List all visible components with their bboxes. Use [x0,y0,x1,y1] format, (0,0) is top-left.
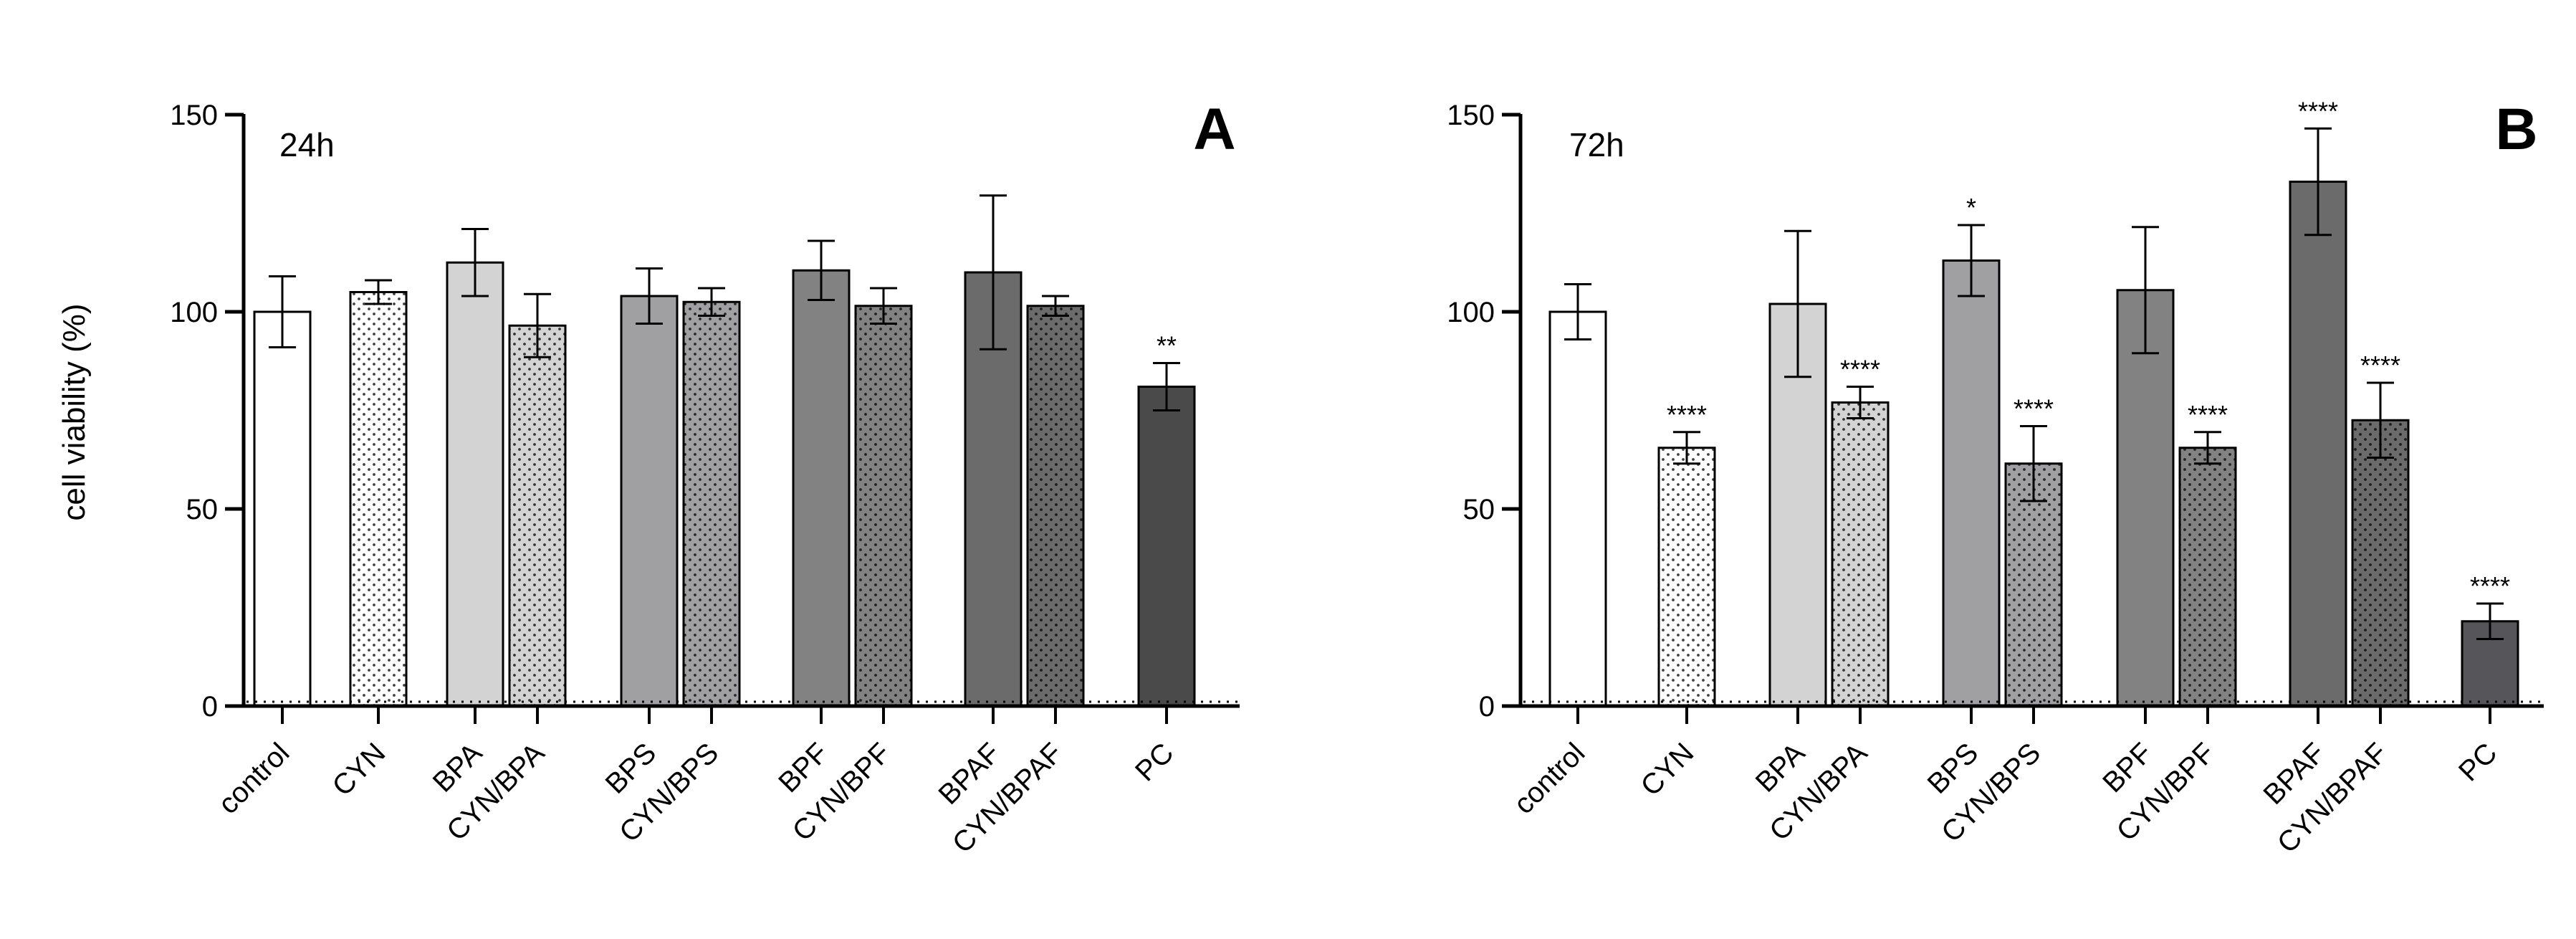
bar [1137,386,1196,707]
time-label: 72h [1569,126,1624,163]
y-tick-label: 50 [186,494,219,525]
bar-pattern [2353,421,2408,705]
significance-label: **** [1667,400,1707,429]
significance-label: **** [2470,571,2510,601]
y-tick-label: 0 [1479,691,1495,723]
time-label: 24h [279,126,335,163]
bar [1942,259,2001,707]
bar-pattern [510,326,565,705]
bar [253,310,312,707]
x-tick-label: PC [2453,737,2503,787]
bar-pattern [1833,404,1887,705]
panel-label: B [2495,97,2537,162]
y-tick-label: 100 [170,297,218,328]
bar-pattern [351,293,406,705]
significance-label: **** [2014,394,2054,424]
x-tick-label: PC [1129,737,1179,787]
bar-pattern [2006,464,2061,705]
y-tick-label: 100 [1447,297,1495,328]
x-tick-label: control [212,737,295,820]
y-axis-label: cell viability (%) [57,303,92,520]
significance-label: **** [2298,96,2338,125]
y-tick-label: 0 [202,691,218,723]
bar-pattern [856,307,911,705]
y-tick-label: 150 [170,100,218,131]
significance-label: * [1966,193,1976,222]
bar [2289,181,2347,707]
bar-pattern [684,302,739,705]
significance-label: ** [1157,331,1177,361]
significance-label: **** [2360,351,2400,380]
bar-pattern [2180,449,2235,705]
x-tick-label: CYN [327,737,392,802]
significance-label: **** [2188,400,2228,429]
bar [1548,310,1607,707]
x-tick-label: CYN [1635,737,1700,802]
bar [792,269,851,707]
bar-pattern [1660,449,1714,705]
bar [446,261,504,707]
y-tick-label: 150 [1447,100,1495,131]
panel-label: A [1193,97,1235,162]
bar [620,295,679,707]
y-tick-label: 50 [1463,494,1495,525]
panel-b-chart: control****CYN BPA****CYN/BPA*BPS****CYN/… [1447,96,2544,859]
x-tick-label: control [1508,737,1591,820]
significance-label: **** [1840,355,1880,384]
bar-pattern [1028,307,1083,705]
